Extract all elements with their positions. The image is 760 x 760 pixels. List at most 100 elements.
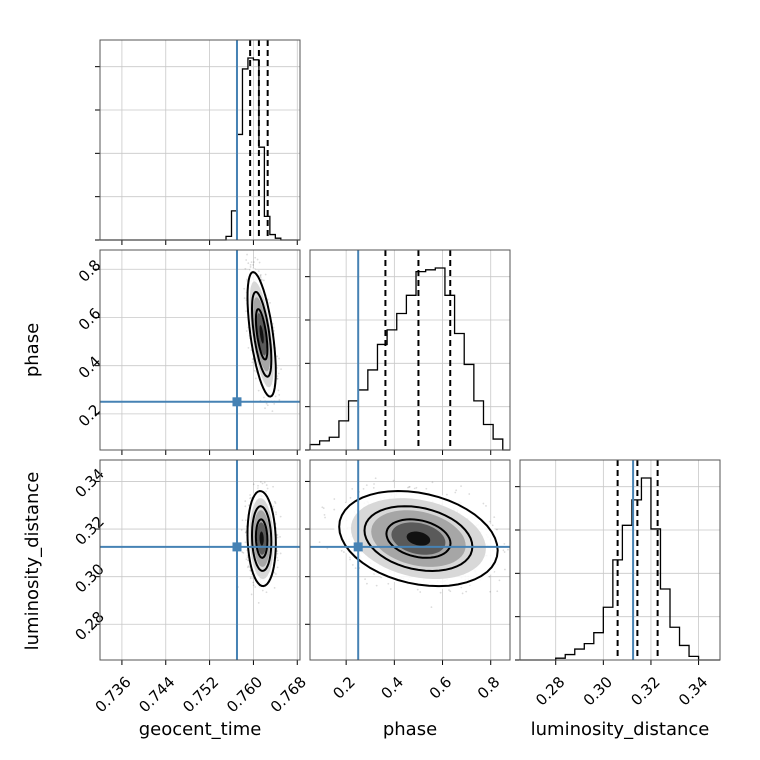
scatter-point xyxy=(496,590,499,593)
scatter-point xyxy=(439,591,442,594)
scatter-point xyxy=(408,486,410,488)
scatter-point xyxy=(340,549,343,552)
scatter-point xyxy=(252,264,255,266)
contour-middle xyxy=(250,290,273,378)
scatter-point xyxy=(259,274,262,276)
scatter-point xyxy=(269,301,271,304)
scatter-point xyxy=(389,588,392,590)
contour-inner xyxy=(254,308,269,361)
scatter-point xyxy=(241,551,244,554)
panel-frame-luminosity_distance xyxy=(519,459,721,661)
scatter-point xyxy=(326,547,329,550)
scatter-point xyxy=(485,505,487,507)
scatter-point xyxy=(244,505,247,508)
tick-label-x-geocent_time: 0.744 xyxy=(135,673,178,716)
tick-label-x-luminosity_distance: 0.32 xyxy=(627,673,663,709)
scatter-point xyxy=(245,558,248,561)
scatter-point xyxy=(488,575,491,578)
scatter-point xyxy=(253,369,256,372)
scatter-point xyxy=(416,588,419,591)
scatter-point xyxy=(276,355,279,358)
scatter-point xyxy=(373,483,375,485)
scatter-point xyxy=(257,601,260,604)
tick-label-x-geocent_time: 0.760 xyxy=(223,673,266,716)
scatter-point xyxy=(257,484,259,487)
scatter-point xyxy=(461,592,464,595)
scatter-point xyxy=(374,477,377,480)
scatter-point xyxy=(275,513,278,516)
scatter-point xyxy=(247,346,250,349)
scatter-point xyxy=(323,513,326,516)
scatter-point xyxy=(252,584,255,587)
panel-backgrounds xyxy=(100,40,720,661)
scatter-point xyxy=(375,584,378,587)
scatter-point xyxy=(260,278,263,281)
scatter-point xyxy=(244,519,247,522)
scatter-point xyxy=(266,404,269,407)
scatter-point xyxy=(254,256,257,259)
scatter-point xyxy=(280,368,282,371)
panel-phase-vs-geocent_time xyxy=(100,250,300,450)
scatter-point xyxy=(351,564,354,566)
histogram-luminosity_distance xyxy=(520,477,720,661)
scatter-point xyxy=(465,590,468,593)
scatter-point xyxy=(276,375,279,378)
scatter-point xyxy=(257,389,260,392)
scatter-point xyxy=(342,551,345,553)
scatter-point xyxy=(364,578,366,581)
tick-label-x-geocent_time: 0.752 xyxy=(179,673,222,716)
scatter-point xyxy=(246,253,248,256)
scatter-point xyxy=(249,263,252,266)
contour-outer xyxy=(338,489,499,588)
scatter-point xyxy=(449,590,452,593)
scatter-point xyxy=(318,541,321,544)
scatter-point xyxy=(258,261,261,264)
scatter-point xyxy=(460,485,462,488)
scatter-point xyxy=(278,357,280,360)
contour-outer xyxy=(246,489,277,588)
scatter-point xyxy=(455,489,458,492)
scatter-point xyxy=(445,493,448,496)
scatter-point xyxy=(503,542,506,545)
scatter-point xyxy=(249,497,251,500)
scatter-point xyxy=(253,261,255,263)
density-fill-peak xyxy=(406,531,431,546)
tick-label-x-luminosity_distance: 0.28 xyxy=(532,673,568,709)
scatter-point xyxy=(274,573,277,575)
chart-marks: 0.28 0.30 0.32 0.340.20.40.60.80.736 0.744 0.… xyxy=(71,39,721,716)
panel-frame-phase-vs-geocent_time xyxy=(99,249,301,451)
truth-marker xyxy=(232,397,242,407)
scatter-point xyxy=(277,389,280,392)
scatter-point xyxy=(273,571,276,574)
x-axis-label-luminosity-distance: luminosity_distance xyxy=(531,719,710,740)
scatter-point xyxy=(408,485,411,488)
scatter-point xyxy=(493,516,496,519)
y-axis-label-phase: phase xyxy=(22,323,43,377)
panel-frame-luminosity_distance-vs-phase xyxy=(309,459,511,661)
tick-label-x-luminosity_distance: 0.30 xyxy=(580,673,616,709)
scatter-point xyxy=(245,310,247,313)
scatter-point xyxy=(276,536,279,539)
scatter-point xyxy=(333,498,336,500)
tick-label-x-geocent_time: 0.768 xyxy=(267,673,310,716)
scatter-point xyxy=(489,590,492,593)
scatter-point xyxy=(250,261,253,264)
scatter-point xyxy=(259,481,262,483)
scatter-point xyxy=(413,487,416,490)
scatter-point xyxy=(259,276,262,279)
scatter-point xyxy=(240,529,243,531)
scatter-point xyxy=(491,524,494,527)
scatter-point xyxy=(249,494,252,496)
scatter-point xyxy=(244,267,247,270)
scatter-point xyxy=(250,593,253,596)
density-fill-peak xyxy=(259,531,264,546)
scatter-point xyxy=(425,487,428,490)
histogram-phase xyxy=(309,267,510,451)
scatter-point xyxy=(349,558,351,561)
scatter-point xyxy=(259,274,262,277)
scatter-point xyxy=(276,556,278,559)
scatter-point xyxy=(279,535,281,538)
scatter-point xyxy=(254,586,257,588)
scatter-point xyxy=(279,552,282,555)
scatter-point xyxy=(507,548,509,551)
